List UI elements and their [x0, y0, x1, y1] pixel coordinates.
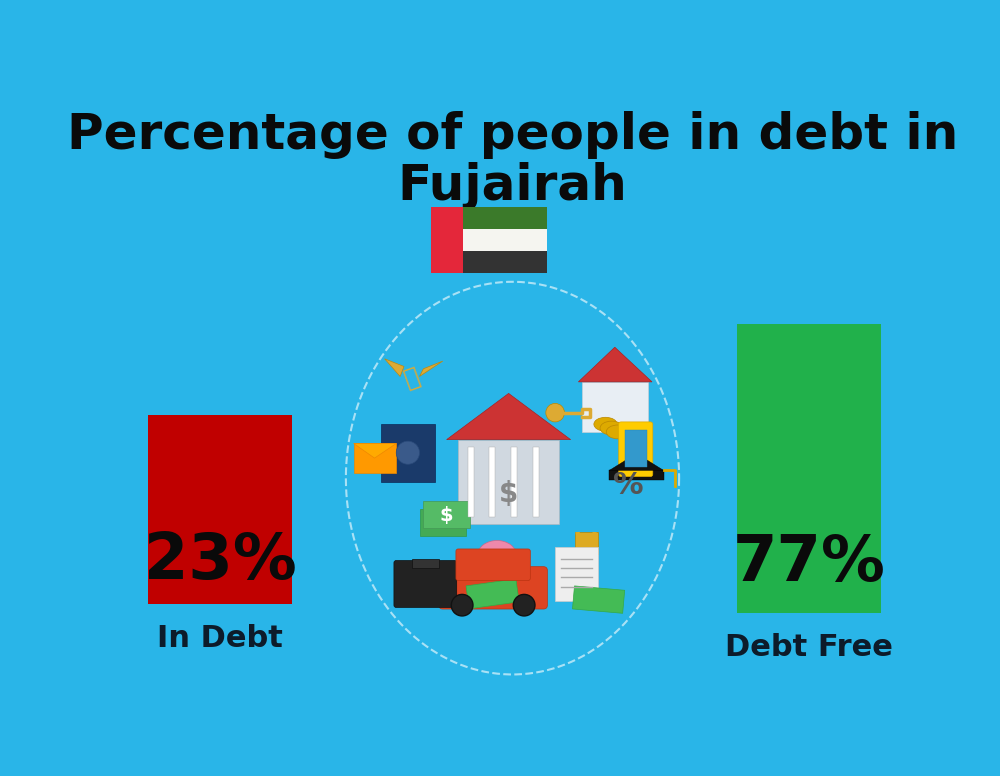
Bar: [381, 424, 435, 482]
Ellipse shape: [359, 297, 666, 659]
Bar: [625, 430, 647, 466]
Circle shape: [396, 442, 420, 464]
FancyBboxPatch shape: [619, 422, 653, 476]
Bar: [533, 447, 539, 517]
Bar: [737, 324, 881, 613]
Bar: [555, 547, 598, 601]
Ellipse shape: [606, 425, 630, 439]
Bar: [354, 443, 396, 473]
Text: Percentage of people in debt in: Percentage of people in debt in: [67, 112, 958, 160]
Bar: [463, 251, 547, 272]
Ellipse shape: [478, 541, 516, 570]
Bar: [489, 447, 495, 517]
Ellipse shape: [600, 421, 623, 435]
Polygon shape: [578, 347, 652, 382]
FancyBboxPatch shape: [439, 566, 547, 609]
Text: 〰: 〰: [401, 364, 423, 392]
Circle shape: [451, 594, 473, 616]
Polygon shape: [609, 453, 664, 470]
Bar: [463, 207, 547, 229]
Polygon shape: [420, 361, 443, 376]
Text: $: $: [440, 506, 453, 525]
Bar: [466, 579, 519, 609]
FancyBboxPatch shape: [394, 560, 457, 608]
Bar: [412, 559, 439, 568]
Bar: [148, 415, 292, 604]
Polygon shape: [447, 393, 571, 440]
Bar: [609, 470, 664, 480]
Circle shape: [546, 404, 564, 422]
Bar: [582, 382, 648, 432]
Text: %: %: [613, 471, 644, 501]
Bar: [431, 207, 463, 272]
Text: Fujairah: Fujairah: [398, 161, 627, 210]
Bar: [458, 440, 559, 525]
Ellipse shape: [594, 417, 617, 431]
Circle shape: [513, 594, 535, 616]
Bar: [423, 501, 470, 528]
Bar: [420, 509, 466, 536]
Polygon shape: [354, 443, 396, 458]
Text: Debt Free: Debt Free: [725, 633, 893, 662]
Bar: [511, 447, 517, 517]
Polygon shape: [385, 359, 404, 376]
Text: $: $: [499, 480, 518, 508]
Bar: [574, 532, 598, 553]
Text: 23%: 23%: [144, 530, 296, 592]
Text: 77%: 77%: [732, 532, 885, 594]
Bar: [463, 229, 547, 251]
Text: In Debt: In Debt: [157, 624, 283, 653]
Bar: [468, 447, 474, 517]
Bar: [572, 586, 625, 613]
FancyBboxPatch shape: [456, 549, 530, 580]
